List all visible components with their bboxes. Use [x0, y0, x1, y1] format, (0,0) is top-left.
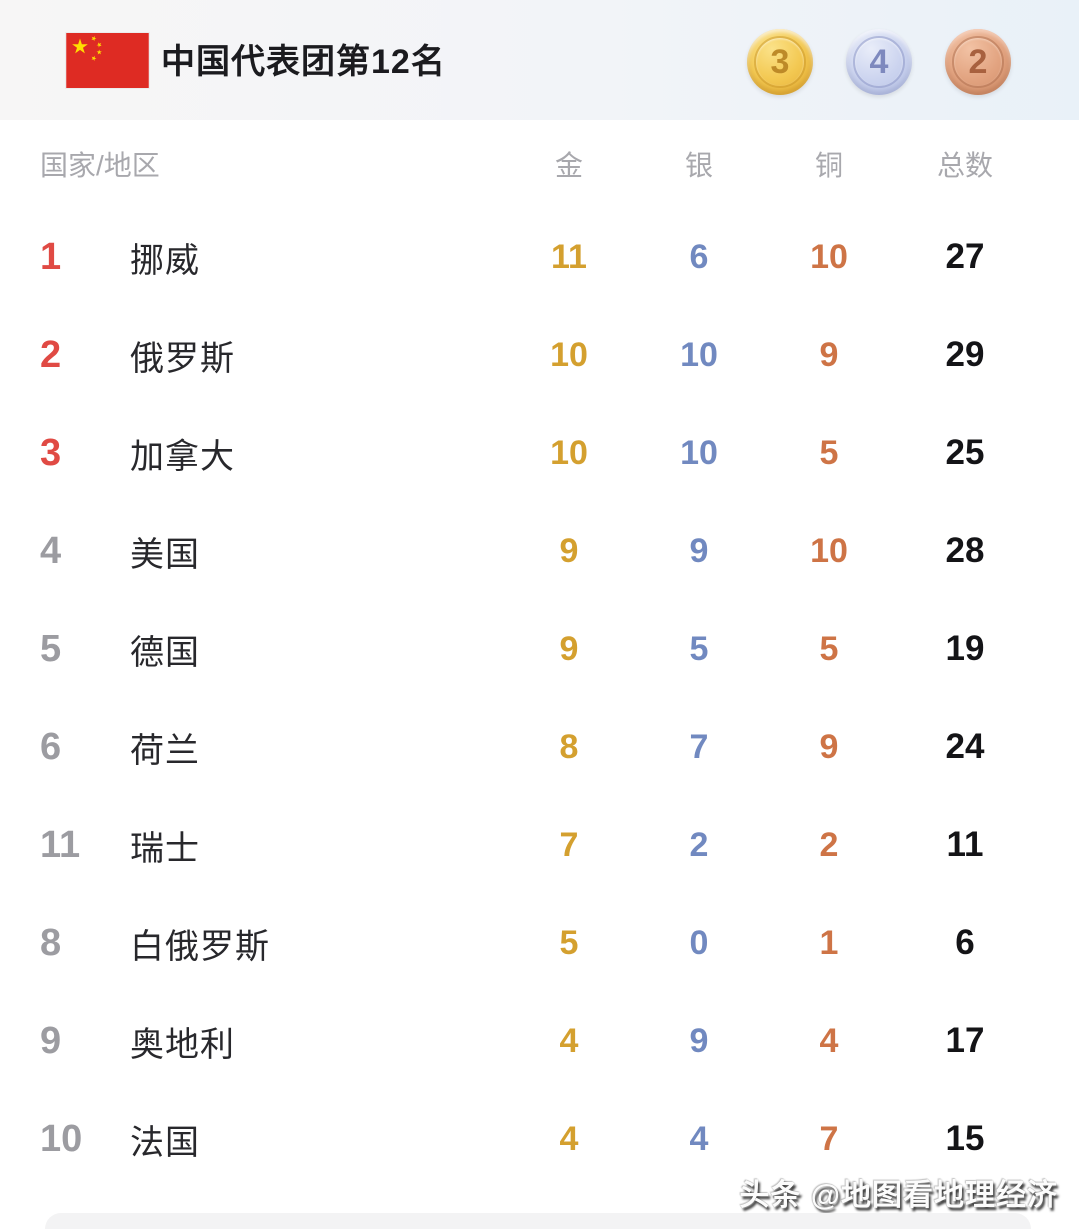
total-count-cell: 15	[945, 1119, 985, 1158]
total-count-cell: 29	[945, 335, 985, 374]
china-flag-icon	[66, 33, 149, 88]
gold-count-cell: 10	[550, 335, 588, 374]
bronze-count-cell: 9	[819, 335, 839, 374]
table-row[interactable]: 4 美国 9 9 10 28	[0, 502, 1079, 600]
gold-count-cell: 4	[559, 1021, 579, 1060]
medal-table: 国家/地区 金 银 铜 总数 1 挪威 11 6 10 27 2 俄罗斯	[0, 120, 1079, 1188]
column-header-bronze: 铜	[814, 150, 843, 181]
bronze-count-cell: 10	[810, 237, 848, 276]
country-name-cell: 白俄罗斯	[130, 927, 270, 966]
total-count-cell: 24	[945, 727, 985, 766]
country-name-cell: 美国	[130, 535, 200, 574]
table-row[interactable]: 5 德国 9 5 5 19	[0, 600, 1079, 698]
gold-count-cell: 9	[559, 629, 579, 668]
gold-count-cell: 10	[550, 433, 588, 472]
rank-cell: 6	[40, 725, 62, 768]
silver-count-cell: 5	[689, 629, 709, 668]
table-row[interactable]: 8 白俄罗斯 5 0 1 6	[0, 894, 1079, 992]
bronze-count-cell: 4	[819, 1021, 839, 1060]
silver-count-cell: 6	[689, 237, 709, 276]
bronze-count-cell: 5	[819, 629, 839, 668]
total-count-cell: 17	[945, 1021, 985, 1060]
silver-count-cell: 0	[689, 923, 709, 962]
total-count-cell: 27	[945, 237, 985, 276]
silver-count-cell: 2	[689, 825, 709, 864]
total-count-cell: 19	[945, 629, 985, 668]
country-name-cell: 加拿大	[130, 437, 235, 476]
column-header-silver: 银	[684, 150, 713, 181]
bronze-count-cell: 7	[819, 1119, 839, 1158]
country-name-cell: 荷兰	[130, 731, 200, 770]
silver-count-cell: 10	[680, 433, 718, 472]
rank-cell: 4	[40, 529, 62, 572]
table-row[interactable]: 11 瑞士 7 2 2 11	[0, 796, 1079, 894]
gold-count-cell: 5	[559, 923, 579, 962]
country-name-cell: 俄罗斯	[130, 339, 235, 378]
column-header-gold: 金	[554, 150, 583, 181]
header-banner: 中国代表团第12名 3 4 2	[0, 0, 1079, 120]
rank-cell: 1	[40, 235, 62, 278]
bottom-sheet-edge	[45, 1213, 1031, 1229]
table-body: 1 挪威 11 6 10 27 2 俄罗斯 10 10 9 29	[0, 208, 1079, 1188]
column-header-country: 国家/地区	[40, 150, 160, 181]
silver-count-cell: 4	[689, 1119, 709, 1158]
rank-cell: 5	[40, 627, 62, 670]
bronze-count-cell: 9	[819, 727, 839, 766]
table-row[interactable]: 10 法国 4 4 7 15	[0, 1090, 1079, 1188]
rank-cell: 11	[40, 823, 81, 866]
silver-count-cell: 7	[689, 727, 709, 766]
table-row[interactable]: 9 奥地利 4 9 4 17	[0, 992, 1079, 1090]
bronze-count-cell: 5	[819, 433, 839, 472]
gold-medal-count: 3	[770, 42, 790, 81]
country-name-cell: 挪威	[130, 241, 200, 280]
rank-cell: 2	[40, 333, 62, 376]
silver-count-cell: 9	[689, 531, 709, 570]
total-count-cell: 28	[945, 531, 985, 570]
table-row[interactable]: 6 荷兰 8 7 9 24	[0, 698, 1079, 796]
gold-count-cell: 8	[559, 727, 579, 766]
gold-count-cell: 7	[559, 825, 579, 864]
total-count-cell: 6	[955, 923, 975, 962]
gold-count-cell: 9	[559, 531, 579, 570]
bronze-medal-count: 2	[968, 42, 988, 81]
gold-medal-icon: 3	[747, 29, 813, 95]
country-name-cell: 法国	[130, 1123, 200, 1162]
silver-count-cell: 10	[680, 335, 718, 374]
rank-cell: 9	[40, 1019, 62, 1062]
rank-cell: 10	[40, 1117, 83, 1160]
bronze-count-cell: 1	[819, 923, 839, 962]
total-count-cell: 25	[945, 433, 985, 472]
toutiao-watermark: 头条 @地图看地理经济	[739, 1179, 1058, 1212]
silver-count-cell: 9	[689, 1021, 709, 1060]
country-name-cell: 德国	[130, 633, 200, 672]
rank-cell: 8	[40, 921, 62, 964]
rank-cell: 3	[40, 431, 62, 474]
bronze-medal-icon: 2	[945, 29, 1011, 95]
bronze-count-cell: 10	[810, 531, 848, 570]
china-medal-summary: 3 4 2	[747, 29, 1011, 95]
gold-count-cell: 11	[551, 237, 587, 276]
country-name-cell: 瑞士	[130, 829, 200, 868]
silver-medal-count: 4	[869, 42, 889, 81]
bronze-count-cell: 2	[819, 825, 839, 864]
table-row[interactable]: 3 加拿大 10 10 5 25	[0, 404, 1079, 502]
table-row[interactable]: 1 挪威 11 6 10 27	[0, 208, 1079, 306]
total-count-cell: 11	[946, 825, 984, 864]
column-header-total: 总数	[936, 150, 993, 181]
table-row[interactable]: 2 俄罗斯 10 10 9 29	[0, 306, 1079, 404]
gold-count-cell: 4	[559, 1119, 579, 1158]
country-name-cell: 奥地利	[130, 1025, 235, 1064]
silver-medal-icon: 4	[846, 29, 912, 95]
table-header-row: 国家/地区 金 银 铜 总数	[0, 120, 1079, 208]
page-title: 中国代表团第12名	[161, 43, 446, 81]
